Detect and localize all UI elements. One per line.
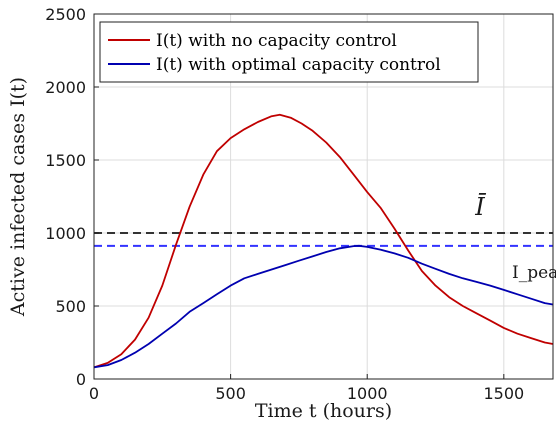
legend-box xyxy=(99,21,479,83)
plot-frame xyxy=(93,13,554,380)
x-tick-label: 0 xyxy=(89,384,99,403)
x-tick-label: 500 xyxy=(215,384,246,403)
x-tick-label: 1500 xyxy=(483,384,524,403)
reference-annotations: Ī I_peak xyxy=(474,193,556,283)
series-lines xyxy=(93,113,554,369)
legend-entry-2: I(t) with optimal capacity control xyxy=(156,55,441,75)
y-tick-label: 1000 xyxy=(45,224,86,243)
reference-label-ibar: Ī xyxy=(474,193,486,221)
tick-labels: 0 500 1000 1500 0 500 1000 1500 2000 2500 xyxy=(45,5,524,403)
x-tick-label: 1000 xyxy=(347,384,388,403)
reference-lines xyxy=(94,232,553,247)
reference-label-ipeak: I_peak xyxy=(512,263,556,283)
y-axis-label: Active infected cases I(t) xyxy=(7,77,29,317)
y-tick-label: 1500 xyxy=(45,151,86,170)
y-tick-label: 2000 xyxy=(45,78,86,97)
y-tick-label: 0 xyxy=(76,370,86,389)
x-axis-label: Time t (hours) xyxy=(255,400,392,422)
series-line-2 xyxy=(93,244,554,369)
y-tick-label: 500 xyxy=(55,297,86,316)
legend: I(t) with no capacity control I(t) with o… xyxy=(99,21,479,83)
series-line-1 xyxy=(93,113,554,369)
legend-entry-1: I(t) with no capacity control xyxy=(156,31,397,51)
y-tick-label: 2500 xyxy=(45,5,86,24)
